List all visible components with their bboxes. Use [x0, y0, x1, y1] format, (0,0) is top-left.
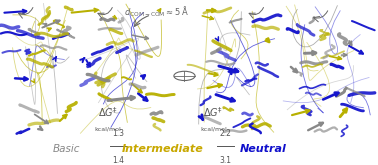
Text: Neutral: Neutral [239, 144, 286, 153]
Text: 1.3: 1.3 [112, 129, 124, 138]
Text: $\Delta G^{\ddagger}$: $\Delta G^{\ddagger}$ [203, 105, 224, 119]
Text: Intermediate: Intermediate [122, 144, 203, 153]
Text: 3.1: 3.1 [220, 156, 232, 165]
Text: $\Delta G^{\ddagger}$: $\Delta G^{\ddagger}$ [98, 105, 118, 119]
Text: kcal/mol: kcal/mol [94, 126, 121, 131]
Text: 2.2: 2.2 [220, 129, 232, 138]
Text: kcal/mol: kcal/mol [200, 126, 227, 131]
Text: $d_{\mathrm{COM-COM}} \approx 5\,\mathrm{\AA}$: $d_{\mathrm{COM-COM}} \approx 5\,\mathrm… [124, 4, 189, 19]
Text: Basic: Basic [53, 144, 80, 153]
Text: 1.4: 1.4 [112, 156, 124, 165]
